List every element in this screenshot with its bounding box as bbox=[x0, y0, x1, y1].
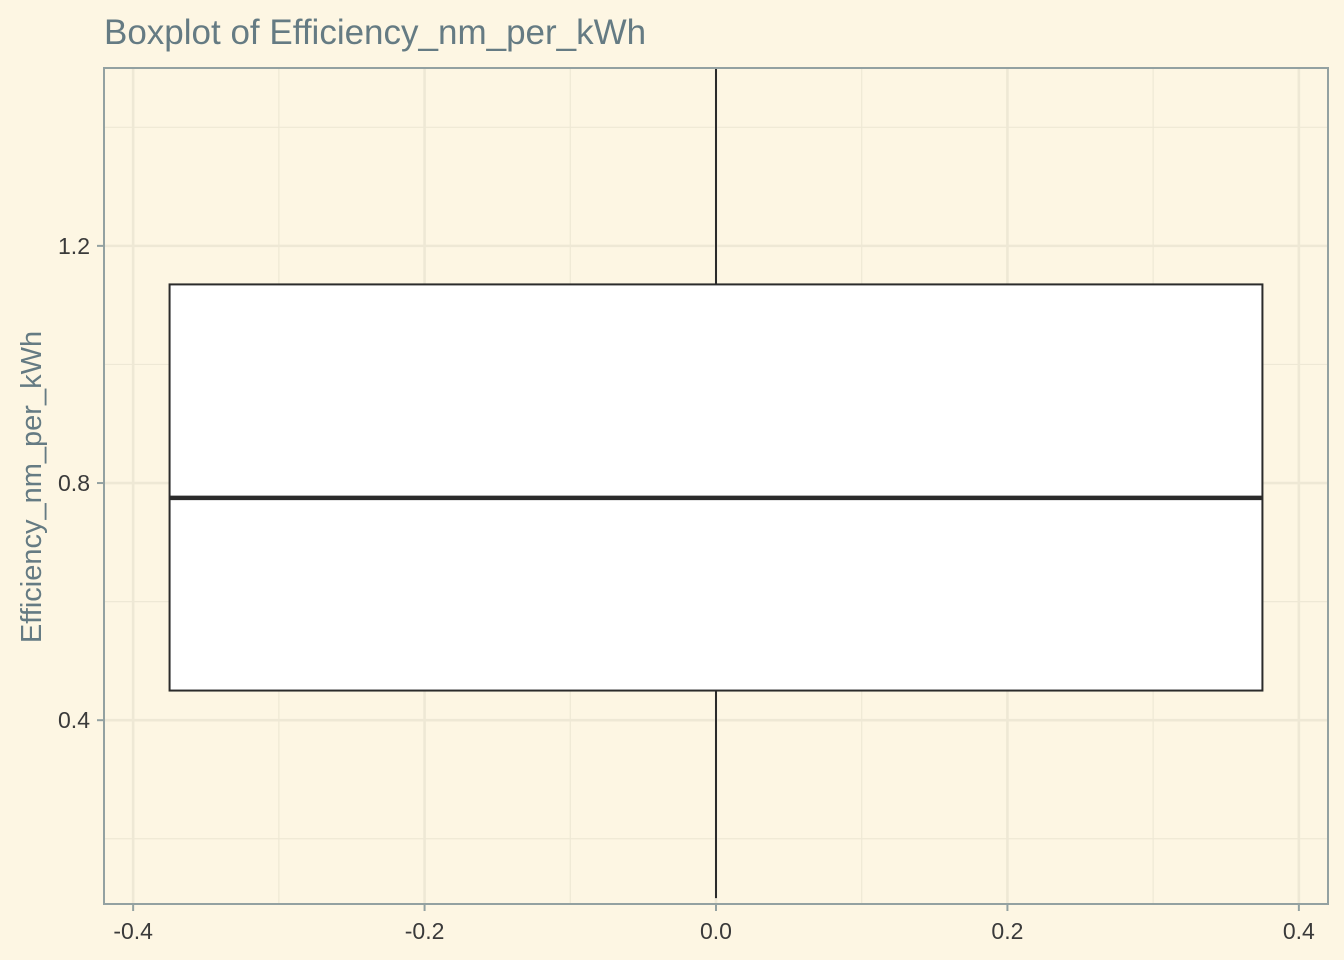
y-tick-label: 1.2 bbox=[58, 233, 90, 259]
x-tick-label: -0.2 bbox=[405, 918, 445, 944]
iqr-box bbox=[168, 283, 1264, 692]
box-layer bbox=[168, 68, 1264, 899]
x-tick-label: -0.4 bbox=[113, 918, 153, 944]
x-tick-label: 0.0 bbox=[700, 918, 732, 944]
x-tick-label: 0.2 bbox=[991, 918, 1023, 944]
y-tick-label: 0.4 bbox=[58, 707, 90, 733]
y-tick-label: 0.8 bbox=[58, 470, 90, 496]
y-axis-title: Efficiency_nm_per_kWh bbox=[16, 331, 48, 643]
axis-layer: -0.4 -0.2 0.0 0.2 0.4 0.4 0.8 1.2 bbox=[58, 67, 1329, 944]
chart-title: Boxplot of Efficiency_nm_per_kWh bbox=[104, 13, 646, 52]
x-tick-label: 0.4 bbox=[1283, 918, 1315, 944]
